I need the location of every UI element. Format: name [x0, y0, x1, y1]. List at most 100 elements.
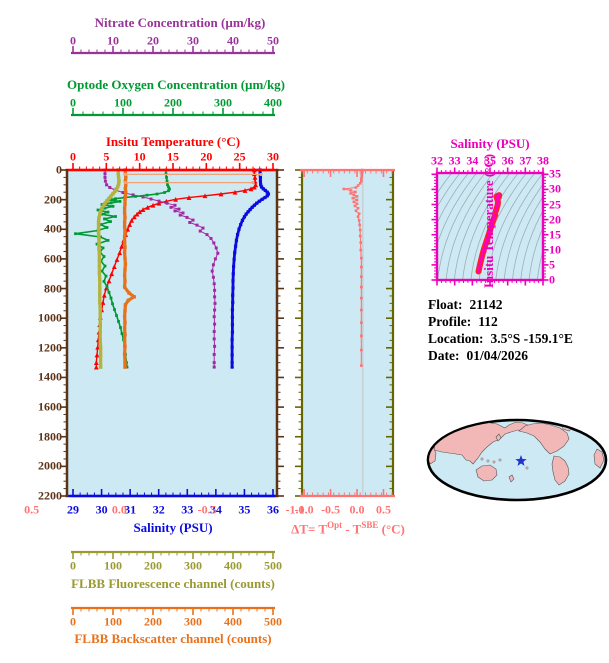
float-info-block: Float: 21142 Profile: 112 Location: 3.5°S -… — [428, 296, 573, 364]
map-continents — [429, 421, 605, 486]
x: 0.5 — [24, 502, 40, 517]
backscatter-axis-title: FLBB Backscatter channel (counts) — [74, 631, 272, 646]
backscatter-tick-label: 300 — [184, 614, 202, 629]
salinity-axis-title: Salinity (PSU) — [133, 520, 213, 535]
salinity-axis — [65, 489, 279, 498]
backscatter-tick-label: 200 — [144, 614, 162, 629]
nitrate-tick-label: 10 — [107, 33, 119, 48]
ts-salinity-tick-label: 38 — [537, 153, 549, 168]
salinity-tick-label: 29 — [67, 502, 79, 517]
pressure-tick-label: 1200 — [38, 340, 62, 355]
fluorescence-tick-label: 200 — [144, 558, 162, 573]
info-profile: Profile: 112 — [428, 313, 573, 330]
info-profile-label: Profile: — [428, 314, 472, 329]
delta-t-frame — [295, 169, 395, 497]
temperature-tick-label: 0 — [70, 149, 76, 164]
delta-t-tick-label: 0.5 — [375, 502, 391, 517]
backscatter-tick-label: 0 — [70, 614, 76, 629]
info-float: Float: 21142 — [428, 296, 573, 313]
ts-salinity-title: Salinity (PSU) — [450, 136, 530, 151]
nitrate-tick-label: 0 — [70, 33, 76, 48]
float-position-star-icon — [515, 455, 527, 466]
pressure-tick-label: 200 — [44, 192, 62, 207]
fluorescence-tick-label: 400 — [224, 558, 242, 573]
temperature-tick-label: 30 — [267, 149, 279, 164]
delta-t-title-sup1: Opt — [327, 520, 343, 530]
main-right-frame — [275, 169, 284, 497]
pressure-tick-label: 1800 — [38, 429, 62, 444]
info-profile-value: 112 — [478, 314, 498, 329]
nitrate-tick-label: 30 — [187, 33, 199, 48]
temperature-tick-label: 10 — [133, 149, 146, 164]
series-backscatter — [122, 168, 136, 369]
temperature-tick-label: 20 — [200, 149, 213, 164]
delta-t-axis-title: ΔT= TOpt - TSBE (°C) — [288, 520, 408, 537]
info-date-value: 01/04/2026 — [466, 348, 528, 363]
temperature-tick-label: 25 — [233, 149, 246, 164]
ts-isopycnal-contours — [437, 173, 543, 280]
info-float-value: 21142 — [469, 297, 503, 312]
pressure-tick-label: 2000 — [38, 458, 62, 473]
info-location-label: Location: — [428, 331, 484, 346]
pressure-tick-label: 600 — [44, 251, 62, 266]
series-fluorescence — [96, 168, 121, 369]
series-delta-t — [342, 168, 364, 367]
oxygen-scalebar — [71, 108, 275, 117]
fluorescence-tick-label: 0 — [70, 558, 76, 573]
series-nitrate — [103, 168, 220, 369]
ts-temperature-tick-label: 0 — [549, 272, 555, 287]
delta-t-title-pre: ΔT= T — [291, 521, 328, 537]
pressure-tick-label: 400 — [44, 221, 62, 236]
salinity-tick-label: 35 — [238, 502, 251, 517]
temperature-axis-title: Insitu Temperature (°C) — [105, 134, 241, 149]
backscatter-tick-label: 100 — [104, 614, 122, 629]
delta-t-title-sup2: SBE — [361, 520, 379, 530]
salinity-tick-label: 32 — [152, 502, 165, 517]
ts-salinity-tick-label: 32 — [431, 153, 443, 168]
temperature-tick-label: 15 — [167, 149, 179, 164]
series-backscatter-spike-2 — [123, 181, 255, 185]
pressure-tick-label: 0 — [56, 162, 62, 177]
info-date: Date: 01/04/2026 — [428, 347, 573, 364]
ts-temperature-tick-label: 15 — [549, 227, 561, 242]
x: -1.0 — [285, 502, 305, 517]
pressure-tick-label: 1400 — [38, 369, 62, 384]
ts-temperature-tick-label: 30 — [549, 181, 561, 196]
ts-salinity-tick-label: 33 — [448, 153, 461, 168]
backscatter-tick-label: 500 — [264, 614, 282, 629]
salinity-tick-label: 31 — [124, 502, 137, 517]
pressure-tick-label: 800 — [44, 281, 62, 296]
fluorescence-tick-label: 300 — [184, 558, 202, 573]
series-backscatter-spike-1 — [123, 172, 263, 176]
x: -0.5 — [197, 502, 217, 517]
oxygen-tick-label: 200 — [164, 95, 182, 110]
delta-t-tick-label: -1.0 — [294, 502, 314, 517]
nitrate-axis-title: Nitrate Concentration (µm/kg) — [94, 15, 266, 30]
ts-frame — [431, 167, 549, 286]
series-ts-curve-lower — [475, 211, 499, 275]
series-salinity — [230, 168, 271, 369]
oxygen-tick-label: 400 — [264, 95, 282, 110]
oxygen-tick-label: 0 — [70, 95, 76, 110]
delta-t-tick-label: 0.0 — [349, 502, 365, 517]
fluorescence-tick-label: 100 — [104, 558, 122, 573]
ts-salinity-tick-label: 34 — [466, 153, 479, 168]
temperature-tick-label: 5 — [103, 149, 110, 164]
x: 0.0 — [111, 502, 127, 517]
backscatter-tick-label: 400 — [224, 614, 242, 629]
salinity-tick-label: 36 — [267, 502, 279, 517]
pressure-axis — [60, 169, 69, 497]
salinity-tick-label: 34 — [209, 502, 222, 517]
info-float-label: Float: — [428, 297, 463, 312]
oxygen-tick-label: 100 — [114, 95, 132, 110]
delta-t-title-post: (°C) — [378, 521, 405, 537]
ts-salinity-tick-label: 37 — [519, 153, 532, 168]
pressure-tick-label: 1600 — [38, 399, 62, 414]
oxygen-axis-title: Optode Oxygen Concentration (µm/kg) — [67, 77, 286, 92]
fluorescence-tick-label: 500 — [264, 558, 282, 573]
ts-salinity-tick-label: 35 — [484, 153, 496, 168]
ts-temperature-tick-label: 25 — [549, 197, 561, 211]
nitrate-tick-label: 20 — [147, 33, 159, 48]
backscatter-scalebar — [71, 606, 275, 615]
